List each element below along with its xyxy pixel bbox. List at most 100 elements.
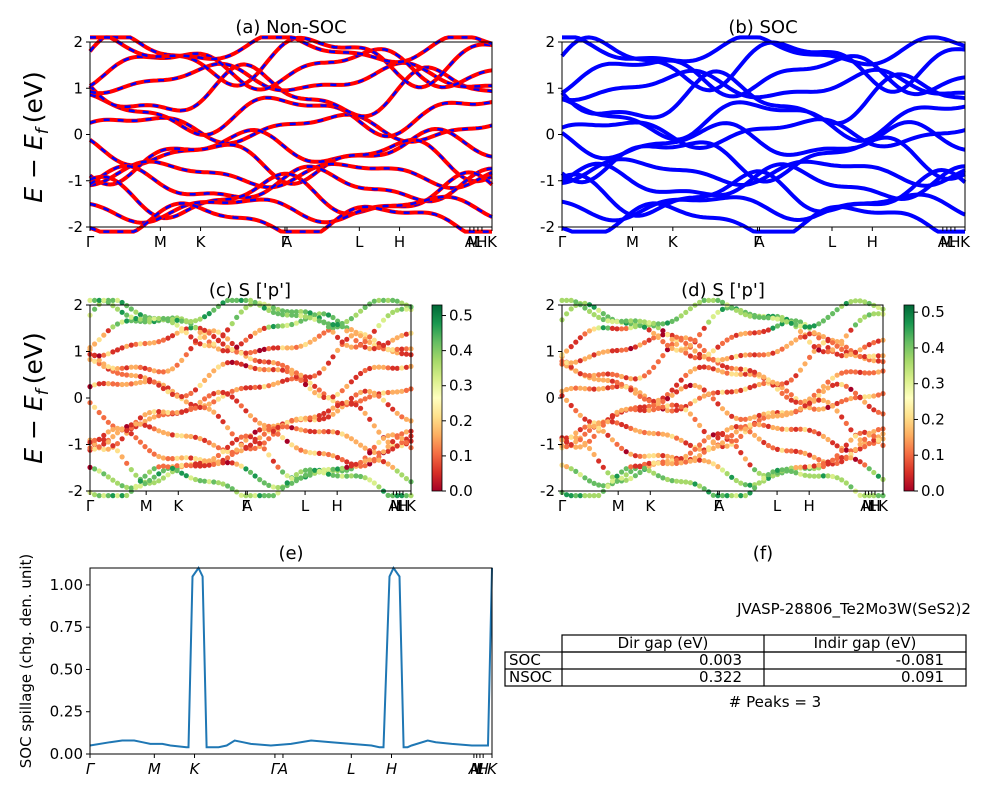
- weight-point: [147, 316, 153, 322]
- weight-point: [857, 369, 863, 375]
- weight-point: [641, 396, 648, 402]
- weight-point: [403, 429, 409, 435]
- weight-point: [243, 466, 249, 472]
- weight-point: [133, 483, 139, 489]
- weight-point: [807, 427, 813, 433]
- weight-point: [742, 371, 749, 377]
- weight-point: [674, 460, 680, 466]
- weight-point: [238, 448, 244, 454]
- weight-point: [729, 474, 735, 480]
- weight-point: [371, 298, 377, 304]
- weight-point: [114, 441, 121, 447]
- weight-point: [605, 325, 611, 331]
- weight-point: [816, 321, 822, 327]
- xtick-label: K: [173, 497, 184, 515]
- weight-point: [619, 381, 625, 387]
- weight-point: [385, 297, 391, 303]
- weight-point: [843, 447, 849, 453]
- weight-point: [252, 357, 258, 363]
- weight-point: [344, 318, 350, 325]
- weight-point: [719, 340, 726, 346]
- weight-point: [101, 380, 107, 387]
- weight-point: [797, 426, 804, 432]
- weight-point: [147, 410, 153, 416]
- weight-point: [641, 319, 648, 325]
- weight-point: [96, 409, 102, 416]
- weight-point: [839, 455, 845, 461]
- weight-point: [674, 334, 680, 340]
- weight-point: [376, 439, 382, 445]
- weight-point: [225, 483, 231, 489]
- weight-point: [257, 435, 263, 441]
- weight-point: [724, 364, 730, 370]
- weight-point: [715, 431, 721, 437]
- weight-point: [385, 402, 391, 408]
- weight-point: [225, 444, 231, 450]
- xtick-label: L: [474, 233, 483, 251]
- weight-point: [871, 469, 877, 476]
- xtick-label: K: [190, 760, 201, 778]
- weight-point: [756, 314, 762, 320]
- xtick-label: K: [668, 233, 679, 251]
- weight-point: [774, 413, 781, 419]
- weight-point: [390, 309, 396, 315]
- weight-point: [609, 419, 616, 425]
- weight-point: [371, 444, 377, 450]
- weight-point: [234, 349, 240, 355]
- weight-point: [321, 429, 327, 435]
- weight-point: [866, 342, 872, 348]
- weight-point: [215, 445, 221, 451]
- weight-point: [367, 346, 373, 352]
- weight-point: [307, 428, 313, 434]
- weight-point: [238, 297, 244, 303]
- weight-point: [719, 363, 726, 369]
- weight-point: [380, 317, 387, 323]
- weight-point: [637, 322, 643, 328]
- weight-point: [738, 387, 744, 393]
- weight-point: [247, 446, 254, 452]
- weight-point: [151, 379, 157, 385]
- ytick-label: -1: [540, 172, 555, 190]
- weight-point: [128, 431, 134, 437]
- weight-point: [573, 339, 579, 345]
- gap-table-row-nsoc-label: NSOC: [509, 668, 552, 686]
- weight-point: [316, 387, 322, 393]
- weight-point: [358, 308, 364, 314]
- band-line-overlay: [89, 127, 493, 167]
- weight-point: [114, 366, 121, 372]
- weight-point: [843, 383, 849, 389]
- weight-point: [733, 388, 739, 394]
- weight-point: [165, 472, 171, 478]
- weight-point: [784, 426, 790, 432]
- weight-point: [105, 364, 111, 370]
- weight-point: [875, 338, 882, 344]
- weight-point: [719, 493, 726, 499]
- weight-point: [339, 431, 345, 437]
- weight-point: [733, 493, 739, 499]
- weight-point: [316, 370, 322, 376]
- weight-point: [137, 316, 143, 322]
- weight-point: [183, 352, 189, 358]
- weight-point: [114, 297, 121, 303]
- panel-a-title: (a) Non-SOC: [235, 17, 346, 38]
- weight-point: [605, 348, 611, 354]
- weight-point: [710, 366, 716, 372]
- weight-point: [275, 424, 281, 430]
- weight-point: [380, 297, 387, 303]
- weight-point: [609, 371, 616, 377]
- weight-point: [623, 347, 629, 353]
- weight-point: [312, 383, 318, 389]
- weight-point: [156, 413, 162, 419]
- weight-point: [724, 410, 730, 416]
- weight-point: [651, 320, 657, 326]
- weight-point: [866, 312, 872, 318]
- ytick-label: 0: [73, 389, 83, 407]
- weight-point: [348, 463, 354, 469]
- weight-point: [641, 340, 648, 346]
- weight-point: [179, 326, 185, 332]
- weight-point: [101, 441, 107, 447]
- xtick-label: M: [862, 497, 875, 515]
- weight-point: [825, 399, 831, 405]
